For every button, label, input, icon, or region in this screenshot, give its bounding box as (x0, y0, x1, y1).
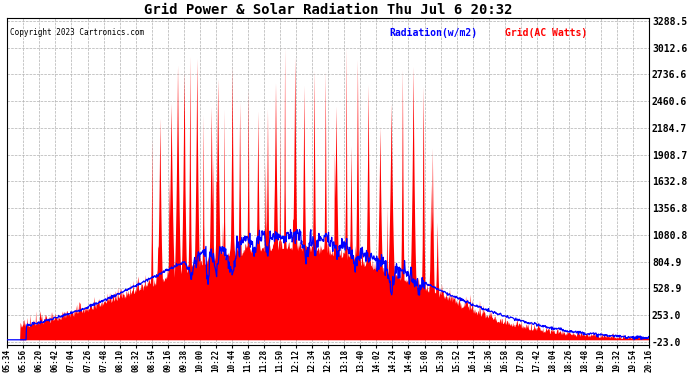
Text: Radiation(w/m2): Radiation(w/m2) (389, 28, 477, 38)
Text: Copyright 2023 Cartronics.com: Copyright 2023 Cartronics.com (10, 28, 145, 37)
Text: Grid(AC Watts): Grid(AC Watts) (505, 28, 587, 38)
Title: Grid Power & Solar Radiation Thu Jul 6 20:32: Grid Power & Solar Radiation Thu Jul 6 2… (144, 3, 513, 17)
